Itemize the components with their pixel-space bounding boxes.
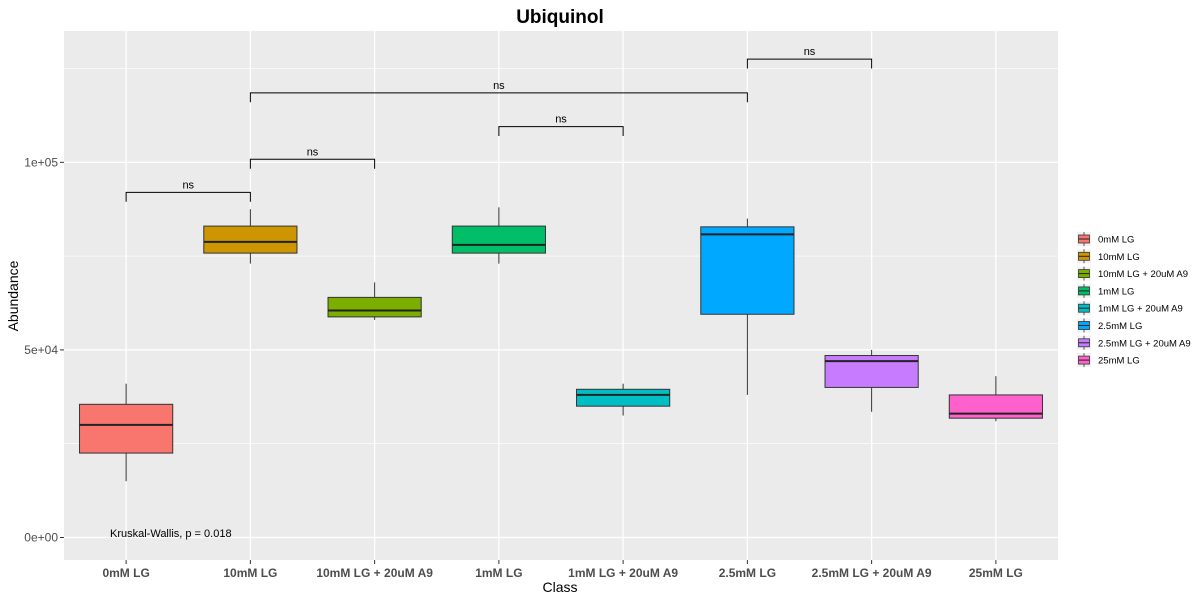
box-iqr	[451, 225, 546, 254]
box-8	[948, 376, 1043, 422]
comparison-bracket-5: ns	[746, 46, 873, 69]
legend-item-1: 0mM LG	[1077, 232, 1134, 246]
x-tick-label: 10mM LG	[223, 566, 277, 580]
legend-label: 1mM LG	[1098, 286, 1134, 297]
box-iqr	[948, 394, 1043, 419]
x-tick-label: 0mM LG	[102, 566, 149, 580]
box-3	[327, 282, 422, 320]
bracket-line	[746, 58, 873, 69]
box-iqr	[576, 388, 671, 407]
x-tick-label: 2.5mM LG + 20uM A9	[812, 566, 932, 580]
legend-item-7: 2.5mM LG + 20uM A9	[1077, 335, 1191, 350]
bracket-line	[249, 92, 748, 103]
bracket-line	[249, 158, 376, 169]
comparison-bracket-4: ns	[249, 80, 748, 103]
plot-panel	[64, 31, 1058, 560]
legend-item-6: 2.5mM LG	[1077, 318, 1142, 333]
legend-label: 1mM LG + 20uM A9	[1098, 304, 1183, 315]
x-axis-title: Class	[542, 579, 577, 595]
x-axis-ticks: 0mM LG 10mM LG 10mM LG + 20uM A9 1mM LG 1mM …	[102, 560, 1023, 580]
legend-label: 0mM LG	[1098, 235, 1134, 246]
chart-title: Ubiquinol	[516, 7, 604, 28]
y-tick-label: 0e+00	[24, 530, 58, 544]
legend-item-8: 25mM LG	[1077, 353, 1140, 368]
legend-label: 2.5mM LG	[1098, 321, 1142, 332]
x-tick-label: 10mM LG + 20uM A9	[316, 566, 433, 580]
box-1	[79, 383, 174, 482]
y-axis-ticks: 0e+00 5e+04 1e+05	[24, 155, 64, 544]
legend-label: 10mM LG	[1098, 252, 1140, 263]
y-tick-label: 5e+04	[24, 343, 58, 357]
kruskal-wallis-annotation: Kruskal-Wallis, p = 0.018	[110, 528, 232, 540]
significance-label: ns	[307, 146, 319, 158]
box-iqr	[700, 226, 795, 315]
box-7	[824, 349, 919, 412]
bracket-line	[498, 126, 624, 137]
box-iqr	[327, 296, 422, 318]
box-4	[451, 207, 546, 264]
legend: 0mM LG 10mM LG 10mM LG + 20uM A9 1mM LG 1mM …	[1077, 232, 1191, 368]
x-tick-label: 2.5mM LG	[719, 566, 776, 580]
significance-label: ns	[493, 80, 505, 92]
box-series	[79, 207, 1043, 482]
significance-brackets: ns ns ns ns ns	[125, 46, 873, 202]
x-tick-label: 1mM LG	[475, 566, 522, 580]
legend-item-2: 10mM LG	[1077, 249, 1140, 264]
significance-label: ns	[804, 46, 816, 58]
legend-label: 25mM LG	[1098, 356, 1140, 367]
box-5	[576, 383, 671, 416]
legend-item-4: 1mM LG	[1077, 283, 1134, 298]
box-2	[203, 209, 298, 264]
box-6	[700, 218, 795, 395]
legend-label: 10mM LG + 20uM A9	[1098, 269, 1188, 280]
y-axis-title: Abundance	[5, 260, 21, 331]
comparison-bracket-3: ns	[498, 114, 624, 137]
box-iqr	[203, 225, 298, 254]
legend-item-3: 10mM LG + 20uM A9	[1077, 266, 1188, 281]
grid-lines	[64, 31, 1058, 560]
significance-label: ns	[182, 179, 194, 191]
significance-label: ns	[555, 114, 567, 126]
bracket-line	[125, 191, 251, 202]
comparison-bracket-1: ns	[125, 179, 251, 202]
y-tick-label: 1e+05	[24, 155, 58, 169]
box-iqr	[79, 403, 174, 454]
x-tick-label: 25mM LG	[969, 566, 1023, 580]
legend-item-5: 1mM LG + 20uM A9	[1077, 301, 1183, 316]
comparison-bracket-2: ns	[249, 146, 376, 169]
legend-label: 2.5mM LG + 20uM A9	[1098, 338, 1191, 349]
x-tick-label: 1mM LG + 20uM A9	[568, 566, 678, 580]
